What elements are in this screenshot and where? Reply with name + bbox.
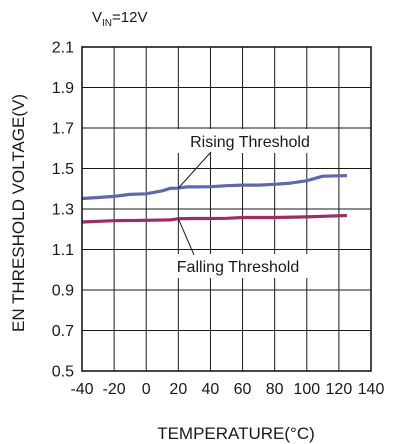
x-tick-label: 120 <box>326 381 353 398</box>
y-tick-label: 0.5 <box>52 364 74 381</box>
falling-label-box <box>152 254 324 278</box>
annotations: Rising Threshold Falling Threshold <box>152 129 330 278</box>
x-tick-label: 80 <box>266 381 284 398</box>
x-tick-label: 100 <box>293 381 320 398</box>
x-tick-label: -40 <box>70 381 93 398</box>
series-line <box>81 213 347 224</box>
condition-label: VIN=12V <box>92 9 147 29</box>
x-tick-label: 0 <box>142 381 151 398</box>
y-tick-label: 0.7 <box>52 323 74 340</box>
x-tick-label: 140 <box>358 381 385 398</box>
x-tick-label: -20 <box>103 381 126 398</box>
x-tick-label: 40 <box>202 381 220 398</box>
plot-border <box>81 46 372 372</box>
rising-label-box <box>170 129 330 153</box>
y-tick-label: 0.9 <box>52 283 74 300</box>
x-tick-label: 60 <box>234 381 252 398</box>
y-tick-label: 2.1 <box>52 40 74 57</box>
y-tick-label: 1.5 <box>52 161 74 178</box>
rising-threshold-label: Rising Threshold <box>190 134 310 151</box>
x-axis-title: TEMPERATURE(°C) <box>157 424 315 443</box>
series-layer <box>81 174 347 224</box>
plot-frame <box>81 46 372 372</box>
falling-threshold-label: Falling Threshold <box>177 259 299 276</box>
tick-labels: -40 -20 0 20 40 60 80 100 120 140 0.5 0.7 0.9 1.1 1.3 1… <box>52 40 385 399</box>
y-tick-label: 1.3 <box>52 202 74 219</box>
falling-leader-line <box>177 218 195 256</box>
y-axis-title: EN THRESHOLD VOLTAGE(V) <box>9 94 28 332</box>
grid <box>82 47 371 371</box>
y-tick-label: 1.9 <box>52 80 74 97</box>
y-tick-label: 1.1 <box>52 242 74 259</box>
series-line <box>81 174 347 201</box>
rising-leader-line <box>177 151 212 189</box>
y-tick-label: 1.7 <box>52 121 74 138</box>
x-tick-label: 20 <box>169 381 187 398</box>
